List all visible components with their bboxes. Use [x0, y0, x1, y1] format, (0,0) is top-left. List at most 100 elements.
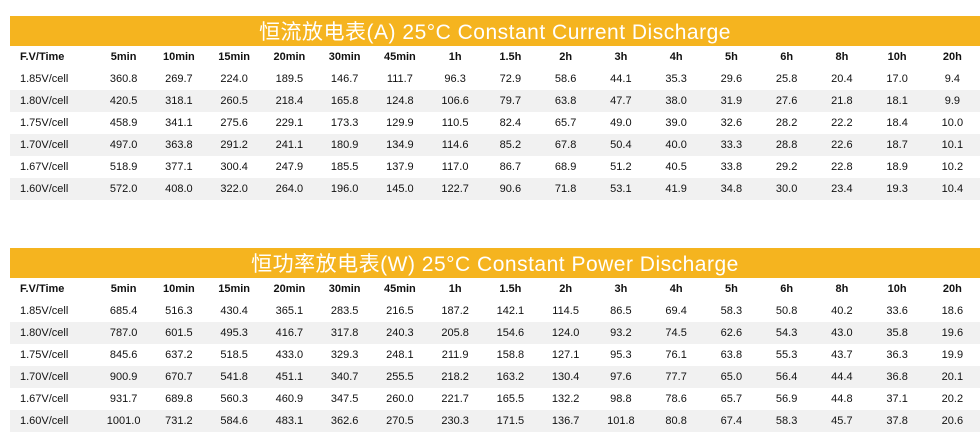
table-cell: 458.9 [109, 117, 138, 129]
table-cell: 37.8 [869, 410, 925, 432]
table-cell: 137.9 [386, 161, 414, 173]
table-cell: 142.1 [496, 305, 525, 317]
header-cell: 5h [724, 283, 738, 295]
table-cell: 35.3 [665, 73, 687, 85]
table-cell: 136.7 [538, 410, 594, 432]
table-cell: 218.4 [261, 90, 317, 112]
table-cell: 44.4 [814, 366, 870, 388]
table-cell: 22.8 [831, 161, 853, 173]
row-label-cell: 1.67V/cell [20, 161, 69, 173]
table-cell: 58.3 [720, 305, 743, 317]
table-cell: 124.0 [538, 322, 594, 344]
table-cell: 43.7 [831, 349, 853, 361]
header-cell: 8h [835, 51, 849, 63]
header-cell: 1h [448, 283, 462, 295]
table-cell: 33.3 [703, 134, 759, 156]
table-row: 1.70V/cell 900.9 670.7 541.8 451.1 340.7 255.5… [10, 366, 980, 388]
table-cell: 433.0 [275, 349, 304, 361]
table-row: 1.60V/cell 1001.0 731.2 584.6 483.1 362.6 270.… [10, 410, 980, 432]
table-cell: 18.4 [886, 117, 908, 129]
table-cell: 10.1 [924, 134, 980, 156]
header-cell: 2h [559, 51, 573, 63]
table-cell: 33.8 [720, 161, 743, 173]
header-cell: 10h [887, 51, 907, 63]
header-cell: 45min [383, 51, 416, 63]
table-cell: 10.4 [924, 178, 980, 200]
table-cell: 19.3 [869, 178, 925, 200]
table-cell: 32.6 [720, 117, 743, 129]
table-cell: 44.8 [831, 393, 853, 405]
table-cell: 20.4 [831, 73, 853, 85]
table-cell: 79.7 [482, 90, 538, 112]
table-cell: 18.6 [941, 305, 964, 317]
table-cell: 36.8 [869, 366, 925, 388]
table-cell: 86.7 [499, 161, 522, 173]
table-cell: 67.4 [703, 410, 759, 432]
table-cell: 19.6 [924, 322, 980, 344]
header-cell: 10h [887, 283, 907, 295]
table-cell: 44.1 [610, 73, 632, 85]
table-cell: 134.9 [372, 134, 428, 156]
table-cell: 55.3 [775, 349, 798, 361]
row-label-cell: 1.75V/cell [20, 349, 69, 361]
table-cell: 122.7 [427, 178, 483, 200]
table-cell: 51.2 [610, 161, 632, 173]
current-discharge-title: 恒流放电表(A) 25°C Constant Current Discharge [10, 16, 980, 46]
table-cell: 65.0 [703, 366, 759, 388]
table-cell: 127.1 [551, 349, 580, 361]
table-cell: 205.8 [427, 322, 483, 344]
table-cell: 229.1 [275, 117, 304, 129]
table-cell: 430.4 [220, 305, 248, 317]
header-cell: 20h [942, 283, 962, 295]
table-cell: 248.1 [386, 349, 414, 361]
table-cell: 900.9 [96, 366, 152, 388]
table-cell: 451.1 [261, 366, 317, 388]
table-cell: 189.5 [275, 73, 304, 85]
table-cell: 40.5 [665, 161, 687, 173]
row-label-cell: 1.75V/cell [20, 117, 69, 129]
table-cell: 9.9 [924, 90, 980, 112]
table-cell: 106.6 [427, 90, 483, 112]
header-cell: 4h [669, 51, 683, 63]
table-cell: 36.3 [886, 349, 908, 361]
header-cell: 10min [162, 51, 195, 63]
table-cell: 260.0 [386, 393, 414, 405]
header-cell: 2h [559, 283, 573, 295]
power-discharge-table: F.V/Time 5min 10min 15min 20min 30min 45min 1h 1… [10, 278, 980, 432]
table-cell: 269.7 [165, 73, 193, 85]
table-cell: 408.0 [151, 178, 207, 200]
table-cell: 95.3 [610, 349, 632, 361]
table-cell: 47.7 [593, 90, 649, 112]
header-row: F.V/Time 5min 10min 15min 20min 30min 45min 1h 1… [10, 46, 980, 68]
table-cell: 25.8 [775, 73, 798, 85]
table-cell: 31.9 [703, 90, 759, 112]
table-cell: 731.2 [151, 410, 207, 432]
table-cell: 17.0 [886, 73, 908, 85]
table-row: 1.67V/cell 518.9 377.1 300.4 247.9 185.5 137.9… [10, 156, 980, 178]
table-cell: 218.2 [427, 366, 483, 388]
header-cell: 6h [780, 283, 794, 295]
row-label-cell: 1.70V/cell [10, 134, 96, 156]
table-cell: 30.0 [759, 178, 815, 200]
table-cell: 22.6 [814, 134, 870, 156]
table-cell: 54.3 [759, 322, 815, 344]
table-cell: 132.2 [551, 393, 580, 405]
table-cell: 34.8 [703, 178, 759, 200]
power-discharge-section: 恒功率放电表(W) 25°C Constant Power Discharge … [10, 248, 980, 432]
table-cell: 28.2 [775, 117, 798, 129]
table-cell: 260.5 [206, 90, 262, 112]
row-label-cell: 1.60V/cell [10, 410, 96, 432]
table-row: 1.70V/cell 497.0 363.8 291.2 241.1 180.9 134.9… [10, 134, 980, 156]
table-cell: 275.6 [220, 117, 248, 129]
table-cell: 845.6 [109, 349, 138, 361]
table-cell: 670.7 [151, 366, 207, 388]
table-cell: 541.8 [206, 366, 262, 388]
table-cell: 82.4 [499, 117, 522, 129]
table-cell: 93.2 [593, 322, 649, 344]
table-cell: 23.4 [814, 178, 870, 200]
row-label-cell: 1.70V/cell [10, 366, 96, 388]
table-cell: 171.5 [482, 410, 538, 432]
table-cell: 33.6 [886, 305, 908, 317]
table-cell: 27.6 [759, 90, 815, 112]
table-cell: 637.2 [165, 349, 193, 361]
